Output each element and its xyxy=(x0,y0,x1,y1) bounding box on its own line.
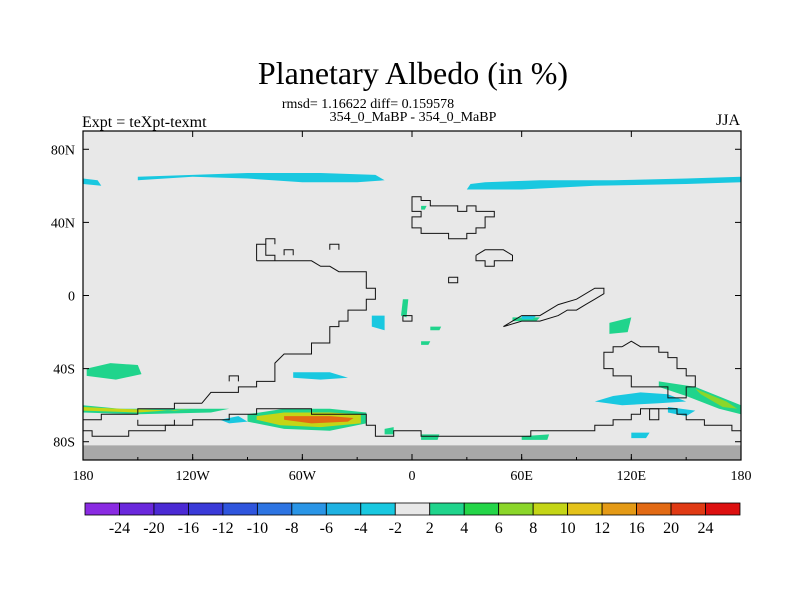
experiments-subtitle: 354_0_MaBP - 354_0_MaBP xyxy=(330,110,497,125)
albedo-anomaly-region xyxy=(293,372,348,380)
albedo-anomaly-region xyxy=(137,173,385,183)
coastline xyxy=(402,315,413,322)
coastline xyxy=(137,419,175,426)
colorbar-swatch xyxy=(567,502,603,516)
albedo-anomaly-region xyxy=(421,341,431,345)
colorbar-swatch xyxy=(325,502,362,516)
colorbar-swatch xyxy=(291,502,327,516)
coastline xyxy=(649,408,660,421)
albedo-anomaly-region xyxy=(371,315,385,331)
colorbar-swatch xyxy=(601,502,637,516)
colorbar-swatch xyxy=(119,502,155,516)
map-background xyxy=(83,131,741,460)
map-plot-area xyxy=(83,131,741,460)
albedo-anomaly-region xyxy=(86,363,142,380)
coastline xyxy=(283,249,294,256)
colorbar-tick-label: -2 xyxy=(389,520,402,537)
map-axes: 180 120W 60W 0 60E 120E 180 80N 40N 0 40S 80S xyxy=(51,130,752,484)
y-tick-label: 0 xyxy=(68,290,75,305)
coastline xyxy=(503,287,605,328)
coastline xyxy=(448,276,459,284)
colorbar-tick-label: 4 xyxy=(460,520,468,537)
albedo-anomaly-region xyxy=(695,388,738,409)
coastline xyxy=(256,243,276,261)
colorbar-swatch xyxy=(222,502,258,516)
albedo-anomaly-region xyxy=(658,381,741,415)
colorbar-tick-label: -10 xyxy=(247,520,268,537)
x-tick-label: 60E xyxy=(510,469,533,484)
colorbar-tick-label: 20 xyxy=(663,520,679,537)
albedo-anomaly-region xyxy=(466,176,741,190)
coastline xyxy=(603,340,696,399)
colorbar-tick-label: -6 xyxy=(320,520,333,537)
colorbar-swatch xyxy=(498,502,534,516)
colorbar-tick-label: -8 xyxy=(285,520,298,537)
coastline xyxy=(411,196,495,240)
colorbar-tick-label: -4 xyxy=(354,520,367,537)
albedo-anomaly-region xyxy=(83,178,102,186)
albedo-anomaly-region xyxy=(631,432,650,439)
colorbar-tick-label: 6 xyxy=(495,520,503,537)
albedo-anomaly-region xyxy=(430,326,442,331)
coastline xyxy=(228,375,239,382)
colorbar-swatch xyxy=(463,502,500,516)
colorbar-swatch xyxy=(256,502,293,516)
colorbar-tick-label: -12 xyxy=(212,520,233,537)
x-tick-label: 0 xyxy=(409,469,416,484)
albedo-anomaly-region xyxy=(220,416,248,424)
colorbar-swatch xyxy=(636,502,672,516)
coastline xyxy=(83,260,741,437)
albedo-anomaly-region xyxy=(421,434,440,440)
y-tick-label: 80S xyxy=(53,436,75,451)
y-tick-label: 80N xyxy=(51,143,75,158)
colorbar-swatch xyxy=(532,502,569,516)
x-tick-label: 120W xyxy=(176,469,211,484)
albedo-anomaly-region xyxy=(521,315,537,320)
colorbar-swatch xyxy=(188,502,224,516)
albedo-anomaly-region xyxy=(421,205,427,210)
colorbar-swatch xyxy=(394,502,431,516)
coastline xyxy=(265,238,276,245)
colorbar-tick-label: 24 xyxy=(698,520,714,537)
season-label: JJA xyxy=(716,112,740,129)
albedo-anomaly-region xyxy=(284,416,354,424)
coastline xyxy=(475,249,513,267)
x-tick-label: 120E xyxy=(617,469,647,484)
colorbar-swatch xyxy=(84,502,120,516)
x-tick-label: 60W xyxy=(289,469,317,484)
albedo-anomaly-region xyxy=(594,392,687,406)
colorbar-tick-label: -20 xyxy=(143,520,164,537)
colorbar-tick-label: -16 xyxy=(178,520,199,537)
y-tick-label: 40N xyxy=(51,216,75,231)
colorbar-tick-label: 12 xyxy=(594,520,610,537)
colorbar-swatch xyxy=(429,502,465,516)
colorbar: -24 -20 -16 -12 -10 -8 -6 -4 -2 2 4 6 8 10 12 16 20 24 xyxy=(84,502,741,537)
colorbar-swatch xyxy=(670,502,706,516)
x-tick-label: 180 xyxy=(73,469,94,484)
colorbar-swatch xyxy=(360,502,396,516)
colorbar-tick-label: 8 xyxy=(529,520,537,537)
coastline xyxy=(329,243,340,250)
x-tick-label: 180 xyxy=(731,469,752,484)
albedo-anomaly-region xyxy=(83,405,230,415)
albedo-anomaly-region xyxy=(384,427,394,435)
colorbar-tick-label: -24 xyxy=(109,520,130,537)
chart-title: Planetary Albedo (in %) xyxy=(258,55,568,91)
stats-subtitle: rmsd= 1.16622 diff= 0.159578 xyxy=(282,97,454,112)
missing-data-band xyxy=(83,445,741,460)
albedo-anomaly-region xyxy=(609,317,632,334)
colorbar-swatch xyxy=(705,502,741,516)
albedo-anomaly-region xyxy=(401,299,409,318)
colorbar-swatch xyxy=(153,502,189,516)
colorbar-tick-label: 10 xyxy=(560,520,576,537)
y-tick-label: 40S xyxy=(53,363,75,378)
colorbar-tick-label: 2 xyxy=(426,520,434,537)
experiment-label: Expt = teXpt-texmt xyxy=(82,114,207,131)
colorbar-tick-label: 16 xyxy=(629,520,645,537)
